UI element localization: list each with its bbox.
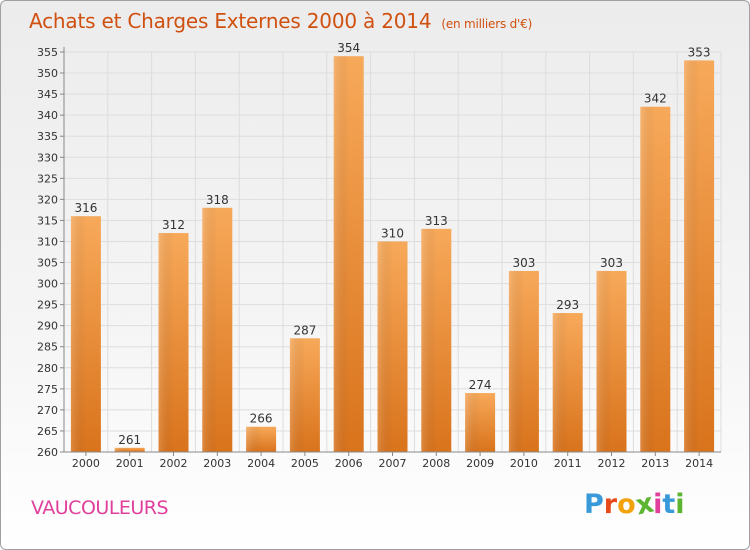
data-label: 353 <box>688 45 711 59</box>
logo-letter: i <box>675 489 685 520</box>
bar-highlight <box>158 233 174 452</box>
commune-name: VAUCOULEURS <box>31 497 169 519</box>
x-tick-label: 2004 <box>247 457 275 470</box>
y-tick-label: 335 <box>37 130 58 143</box>
y-tick-label: 300 <box>37 278 58 291</box>
x-tick-label: 2013 <box>641 457 669 470</box>
bar-highlight <box>465 393 481 452</box>
logo-letter: o <box>617 489 636 520</box>
x-tick-label: 2010 <box>510 457 538 470</box>
bar-highlight <box>684 60 700 452</box>
y-tick-label: 285 <box>37 341 58 354</box>
data-label: 293 <box>556 298 579 312</box>
bar-highlight <box>202 207 218 452</box>
bar-highlight <box>114 447 130 452</box>
bar-highlight <box>421 228 437 452</box>
x-tick-label: 2011 <box>554 457 582 470</box>
x-tick-label: 2008 <box>422 457 450 470</box>
x-tick-label: 2006 <box>335 457 363 470</box>
y-tick-label: 325 <box>37 172 58 185</box>
data-label: 318 <box>206 193 229 207</box>
chart-title-line: Achats et Charges Externes 2000 à 2014 (e… <box>29 9 532 33</box>
y-tick-label: 330 <box>37 151 58 164</box>
bar-highlight <box>552 313 568 452</box>
logo-letter: i <box>653 489 663 520</box>
bar-highlight <box>640 106 656 452</box>
logo-letter: P <box>584 489 604 520</box>
logo-letter: t <box>662 489 676 520</box>
bars <box>70 56 715 453</box>
data-labels: 316 261 312 318 266 287 354 310 313 274 303 293 303 3… <box>74 41 710 447</box>
y-tick-label: 260 <box>37 446 58 459</box>
bar-highlight <box>289 338 305 452</box>
x-tick-label: 2000 <box>72 457 100 470</box>
logo-letter: r <box>603 489 618 520</box>
data-label: 310 <box>381 226 404 240</box>
bar-highlight <box>377 241 393 452</box>
data-label: 313 <box>425 214 448 228</box>
bar-highlight <box>596 270 612 452</box>
x-tick-label: 2007 <box>379 457 407 470</box>
bar-highlight <box>246 426 262 452</box>
proxiti-logo[interactable]: Proxiti <box>584 488 685 522</box>
y-tick-label: 280 <box>37 362 58 375</box>
y-tick-label: 270 <box>37 404 58 417</box>
x-axis: 2000 2001 2002 2003 2004 2005 2006 2007 2008 2009… <box>64 451 721 470</box>
y-tick-label: 265 <box>37 425 58 438</box>
data-label: 312 <box>162 218 185 232</box>
chart-title: Achats et Charges Externes 2000 à 2014 <box>29 9 432 33</box>
y-tick-label: 290 <box>37 320 58 333</box>
data-label: 287 <box>293 323 316 337</box>
data-label: 342 <box>644 92 667 106</box>
y-axis: 260 265 270 275 280 285 290 295 300 305 310 315 320 3… <box>37 46 65 459</box>
x-tick-label: 2005 <box>291 457 319 470</box>
y-tick-label: 350 <box>37 67 58 80</box>
y-tick-label: 345 <box>37 88 58 101</box>
y-tick-label: 340 <box>37 109 58 122</box>
bar-highlight <box>333 56 349 453</box>
data-label: 303 <box>600 256 623 270</box>
x-tick-label: 2012 <box>598 457 626 470</box>
data-label: 303 <box>512 256 535 270</box>
data-label: 266 <box>250 412 273 426</box>
bar-highlight <box>70 216 86 452</box>
bar-highlight <box>508 270 524 452</box>
data-label: 261 <box>118 433 141 447</box>
data-label: 316 <box>74 201 97 215</box>
x-tick-label: 2003 <box>203 457 231 470</box>
y-tick-label: 310 <box>37 235 58 248</box>
y-tick-label: 320 <box>37 193 58 206</box>
data-label: 274 <box>469 378 492 392</box>
y-tick-label: 275 <box>37 383 58 396</box>
y-tick-label: 355 <box>37 46 58 59</box>
x-tick-label: 2001 <box>116 457 144 470</box>
x-tick-label: 2009 <box>466 457 494 470</box>
y-tick-label: 315 <box>37 214 58 227</box>
data-label: 354 <box>337 41 360 55</box>
x-tick-label: 2014 <box>685 457 713 470</box>
y-tick-label: 295 <box>37 299 58 312</box>
chart-subtitle: (en milliers d'€) <box>441 17 533 31</box>
y-tick-label: 305 <box>37 257 58 270</box>
x-tick-label: 2002 <box>160 457 188 470</box>
